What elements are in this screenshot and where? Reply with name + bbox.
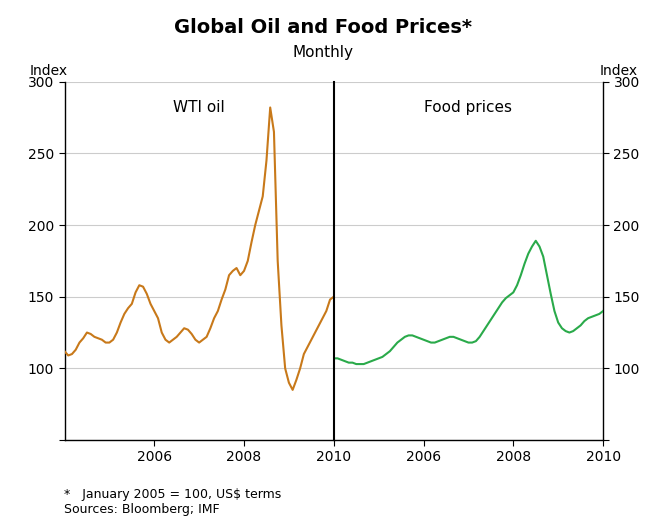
Text: Monthly: Monthly: [292, 45, 353, 60]
Text: Food prices: Food prices: [424, 100, 512, 114]
Text: Global Oil and Food Prices*: Global Oil and Food Prices*: [174, 18, 471, 37]
Text: Index: Index: [30, 64, 68, 78]
Text: *   January 2005 = 100, US$ terms
Sources: Bloomberg; IMF: * January 2005 = 100, US$ terms Sources:…: [64, 489, 282, 516]
Text: WTI oil: WTI oil: [174, 100, 225, 114]
Text: Index: Index: [600, 64, 638, 78]
